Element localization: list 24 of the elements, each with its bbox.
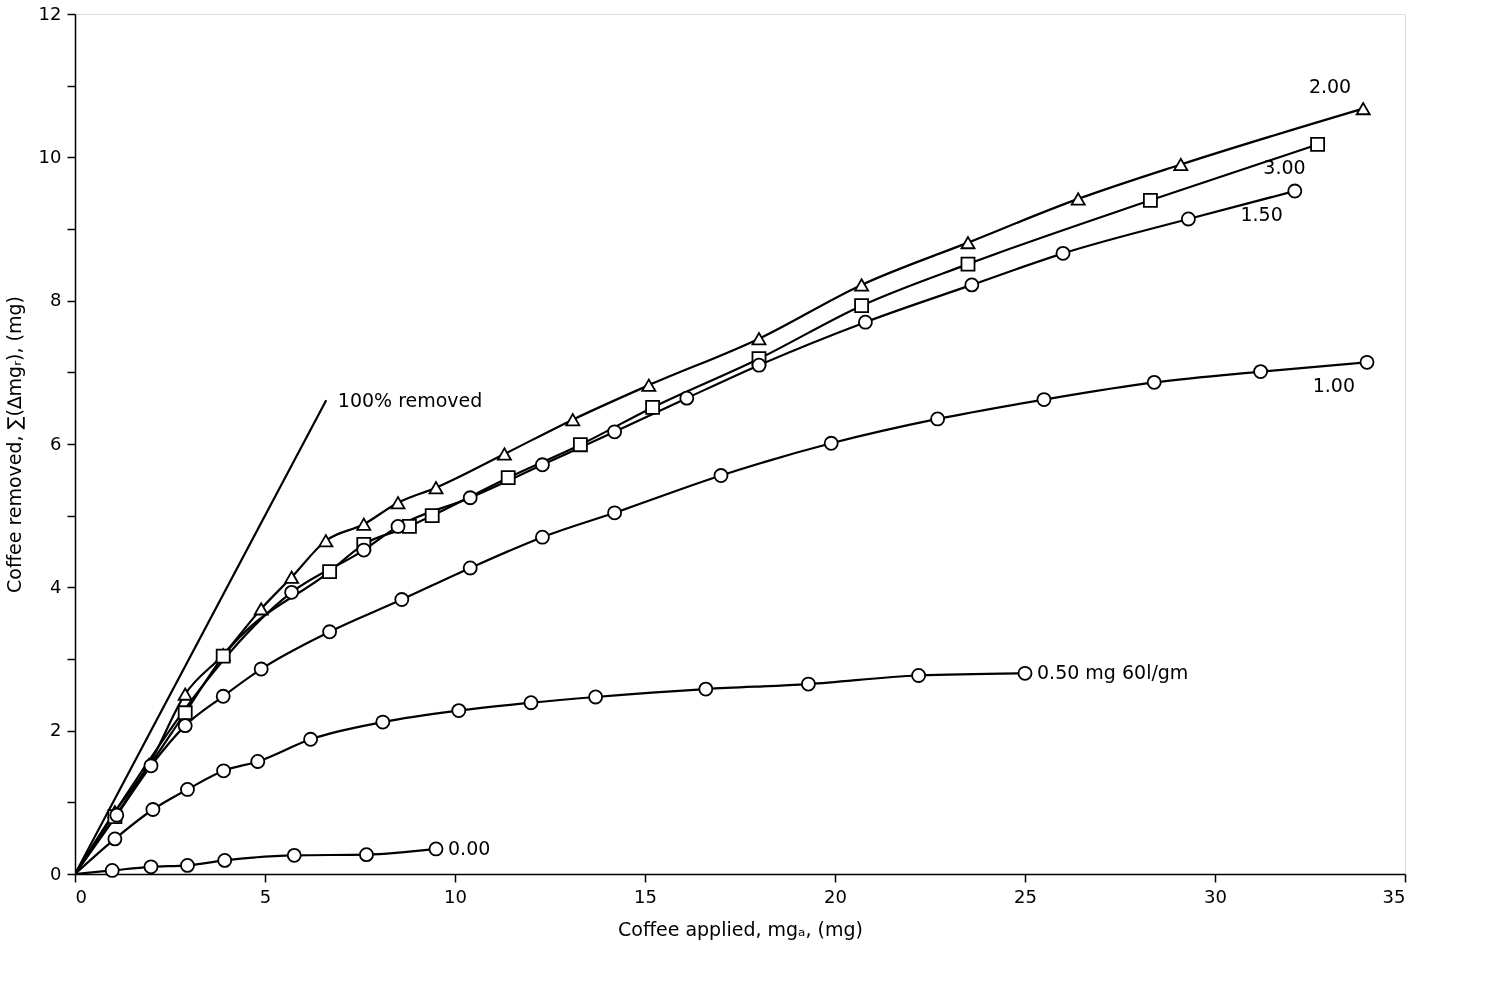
series-label: 0.50 mg 60l/gm [1037, 661, 1189, 684]
y-tick-label: 0 [50, 862, 62, 884]
series-label: 1.00 [1312, 374, 1355, 397]
x-tick-label: 5 [259, 885, 272, 907]
y-axis-title: Coffee removed, ∑(∆mgᵣ), (mg) [2, 296, 25, 593]
y-tick-label: 4 [50, 575, 62, 597]
x-tick-label: 30 [1204, 885, 1227, 907]
x-tick-label: 20 [824, 885, 847, 907]
y-tick-label: 6 [50, 432, 62, 454]
series-label: 3.00 [1263, 156, 1306, 179]
series-label: 2.00 [1308, 74, 1352, 97]
y-tick-label: 2 [50, 719, 62, 741]
y-tick-label: 8 [50, 289, 62, 311]
series-label: 100% removed [337, 389, 483, 411]
x-axis-title: Coffee applied, mgₐ, (mg) [617, 917, 864, 940]
series-label: 1.50 [1240, 203, 1283, 226]
x-tick-label: 35 [1382, 885, 1406, 907]
x-tick-label: 25 [1014, 885, 1037, 907]
y-tick-label: 12 [38, 2, 62, 24]
x-tick-label: 10 [444, 885, 467, 907]
series-label: 0.00 [448, 836, 491, 859]
x-tick-label: 0 [75, 885, 87, 907]
y-tick-label: 10 [38, 145, 62, 167]
x-tick-label: 15 [634, 885, 657, 907]
